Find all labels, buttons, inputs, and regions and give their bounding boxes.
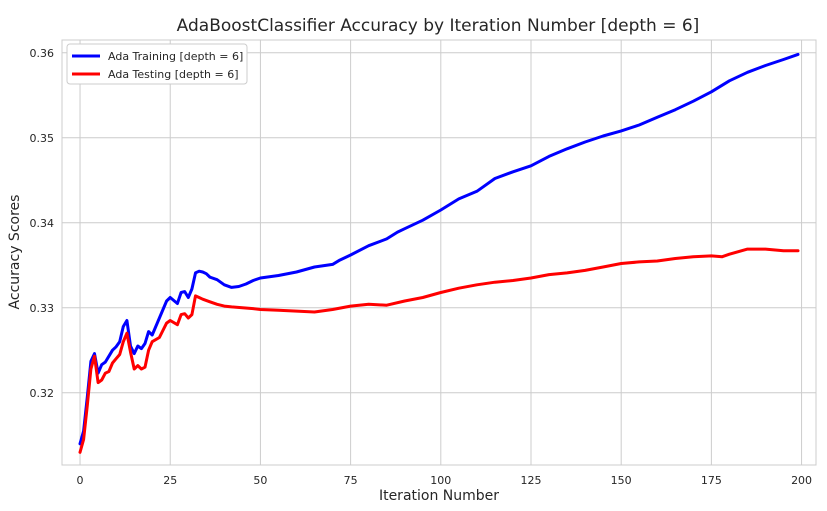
x-tick-label: 50 [253, 474, 267, 487]
y-tick-label: 0.33 [30, 302, 55, 315]
x-tick-labels: 0 25 50 75 100 125 150 175 200 [77, 474, 813, 487]
x-axis-label: Iteration Number [379, 488, 499, 504]
grid [62, 40, 816, 465]
x-tick-label: 150 [611, 474, 632, 487]
legend-box [66, 43, 248, 85]
x-tick-label: 200 [791, 474, 812, 487]
x-tick-label: 100 [430, 474, 451, 487]
y-tick-label: 0.32 [30, 387, 55, 400]
series-lines [78, 52, 800, 454]
y-axis-label: Accuracy Scores [7, 195, 23, 310]
plot-frame [61, 39, 817, 466]
legend: Ada Training [depth = 6] Ada Testing [dep… [66, 43, 248, 85]
x-tick-label: 125 [520, 474, 541, 487]
legend-label: Ada Testing [depth = 6] [108, 68, 239, 81]
y-tick-label: 0.34 [30, 217, 55, 230]
chart-title: AdaBoostClassifier Accuracy by Iteration… [177, 16, 700, 36]
y-tick-label: 0.36 [30, 47, 55, 60]
x-tick-label: 175 [701, 474, 722, 487]
x-tick-label: 75 [344, 474, 358, 487]
y-tick-label: 0.35 [30, 132, 55, 145]
legend-label: Ada Training [depth = 6] [108, 50, 243, 63]
y-tick-labels: 0.32 0.33 0.34 0.35 0.36 [30, 47, 55, 400]
x-tick-label: 25 [163, 474, 177, 487]
series-line-testing [78, 247, 800, 454]
series-line-training [78, 52, 800, 446]
x-tick-label: 0 [77, 474, 84, 487]
